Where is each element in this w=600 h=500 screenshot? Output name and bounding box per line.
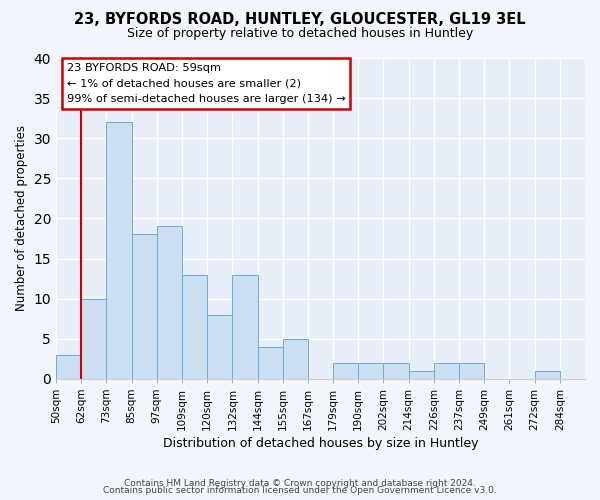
- X-axis label: Distribution of detached houses by size in Huntley: Distribution of detached houses by size …: [163, 437, 478, 450]
- Bar: [232, 274, 257, 379]
- Bar: [106, 122, 131, 379]
- Bar: [56, 355, 81, 379]
- Text: Contains HM Land Registry data © Crown copyright and database right 2024.: Contains HM Land Registry data © Crown c…: [124, 478, 476, 488]
- Text: Size of property relative to detached houses in Huntley: Size of property relative to detached ho…: [127, 28, 473, 40]
- Bar: [283, 339, 308, 379]
- Bar: [131, 234, 157, 379]
- Text: 23, BYFORDS ROAD, HUNTLEY, GLOUCESTER, GL19 3EL: 23, BYFORDS ROAD, HUNTLEY, GLOUCESTER, G…: [74, 12, 526, 28]
- Bar: [207, 314, 232, 379]
- Bar: [409, 371, 434, 379]
- Text: Contains public sector information licensed under the Open Government Licence v3: Contains public sector information licen…: [103, 486, 497, 495]
- Bar: [257, 347, 283, 379]
- Bar: [81, 298, 106, 379]
- Bar: [535, 371, 560, 379]
- Bar: [383, 363, 409, 379]
- Bar: [358, 363, 383, 379]
- Bar: [434, 363, 459, 379]
- Text: 23 BYFORDS ROAD: 59sqm
← 1% of detached houses are smaller (2)
99% of semi-detac: 23 BYFORDS ROAD: 59sqm ← 1% of detached …: [67, 63, 345, 104]
- Bar: [333, 363, 358, 379]
- Bar: [157, 226, 182, 379]
- Bar: [459, 363, 484, 379]
- Y-axis label: Number of detached properties: Number of detached properties: [15, 126, 28, 312]
- Bar: [182, 274, 207, 379]
